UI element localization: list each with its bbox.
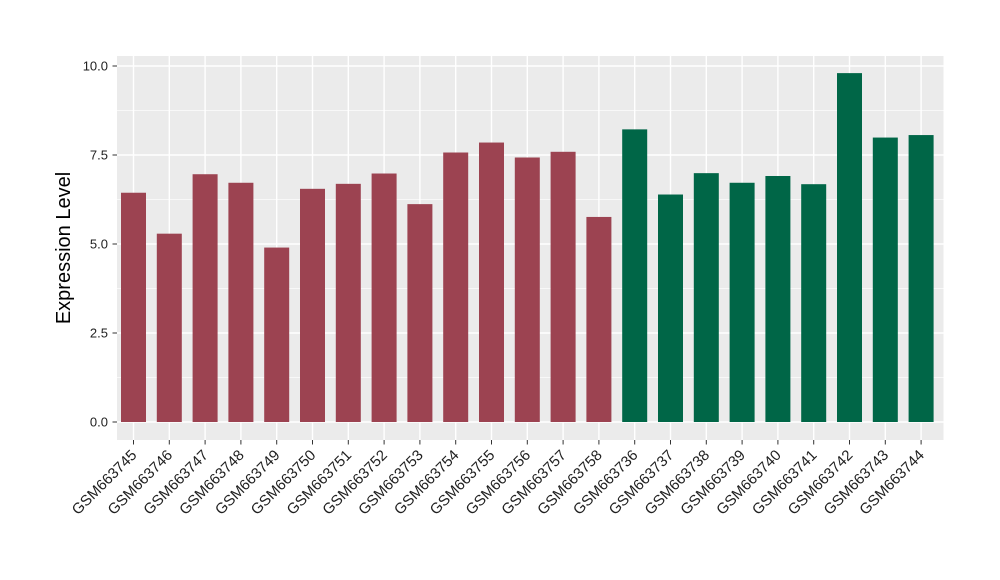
bar-GSM663740 — [765, 176, 791, 422]
y-tick-label: 5.0 — [90, 237, 108, 252]
bar-GSM663756 — [514, 157, 540, 422]
bar-GSM663742 — [837, 73, 862, 423]
y-tick-label: 10.0 — [83, 59, 108, 74]
bar-GSM663755 — [479, 142, 504, 423]
bar-GSM663741 — [801, 184, 827, 422]
y-axis-tick-labels: 0.0 2.5 5.0 7.5 10.0 — [83, 59, 108, 430]
y-tick-label: 2.5 — [90, 326, 108, 341]
bar-GSM663743 — [872, 137, 898, 422]
bar-GSM663757 — [550, 151, 576, 422]
bar-GSM663748 — [228, 182, 254, 422]
bar-GSM663754 — [443, 152, 469, 422]
bar-GSM663750 — [300, 188, 325, 422]
bar-GSM663746 — [156, 233, 182, 422]
bar-GSM663738 — [693, 173, 719, 422]
y-axis-title: Expression Level — [53, 172, 75, 324]
bar-GSM663736 — [622, 129, 648, 423]
bar-GSM663744 — [908, 135, 934, 422]
bar-GSM663747 — [192, 174, 218, 422]
bar-GSM663737 — [658, 194, 683, 422]
bar-GSM663745 — [121, 192, 146, 422]
bar-GSM663751 — [335, 183, 361, 422]
bars-group — [121, 73, 934, 423]
y-tick-label: 7.5 — [90, 148, 108, 163]
y-tick-label: 0.0 — [90, 415, 108, 430]
bar-GSM663752 — [371, 173, 397, 422]
bar-GSM663753 — [407, 204, 433, 422]
bar-GSM663749 — [264, 247, 290, 422]
bar-GSM663739 — [729, 182, 755, 422]
bar-GSM663758 — [586, 216, 612, 422]
y-axis-tick-marks — [112, 65, 117, 423]
x-axis-tick-marks — [133, 440, 922, 445]
